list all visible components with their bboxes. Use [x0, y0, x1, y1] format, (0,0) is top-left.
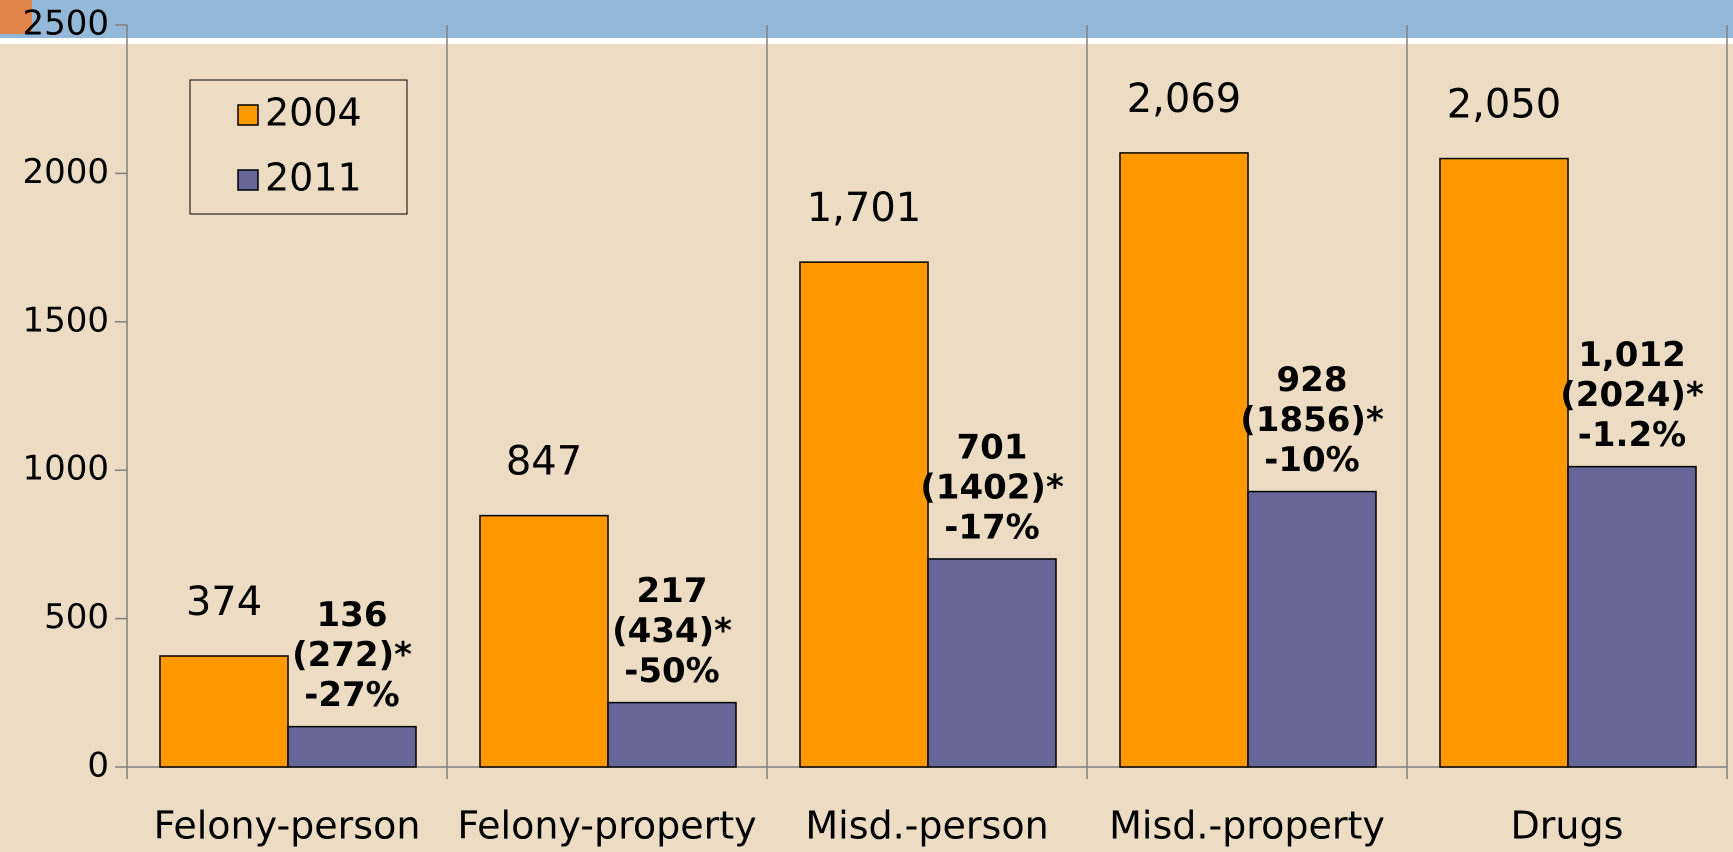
value-label: 1,701 [807, 185, 922, 231]
bar [479, 514, 609, 768]
x-tick-label: Felony-person [154, 804, 421, 848]
value-annotation: (1856)* [1240, 400, 1384, 440]
y-tick-label: 500 [44, 597, 109, 637]
corner-square [0, 0, 32, 34]
legend-swatch [237, 169, 259, 191]
value-label: 217 [637, 571, 708, 611]
y-tick-label: 1500 [22, 300, 109, 340]
value-label: 2,050 [1447, 82, 1562, 128]
value-annotation: (2024)* [1560, 375, 1704, 415]
bar [1119, 152, 1249, 768]
x-tick-label: Felony-property [457, 804, 756, 848]
value-label: 928 [1277, 360, 1348, 400]
x-tick-label: Misd.-property [1109, 804, 1385, 848]
x-tick-label: Drugs [1511, 804, 1624, 848]
value-label: 2,069 [1127, 76, 1242, 122]
value-annotation: -1.2% [1578, 415, 1686, 455]
y-tick-label: 0 [87, 746, 109, 786]
bar [1247, 490, 1377, 768]
y-tick-label: 2500 [22, 4, 109, 44]
value-annotation: (434)* [612, 611, 732, 651]
value-annotation: -50% [624, 651, 720, 691]
value-label: 136 [317, 595, 388, 635]
bar [287, 725, 417, 768]
y-tick-label: 1000 [22, 449, 109, 489]
bar [927, 558, 1057, 768]
x-tick-label: Misd.-person [805, 804, 1048, 848]
value-annotation: -27% [304, 675, 400, 715]
bar [1567, 465, 1697, 768]
value-label: 847 [506, 439, 582, 485]
value-annotation: (272)* [292, 635, 412, 675]
value-annotation: -10% [1264, 440, 1360, 480]
legend-label: 2004 [265, 91, 362, 135]
top-banner [0, 0, 1733, 38]
bar [799, 261, 929, 768]
legend-swatch [237, 104, 259, 126]
value-label: 701 [957, 427, 1028, 467]
bar [607, 701, 737, 768]
value-annotation: (1402)* [920, 467, 1064, 507]
value-label: 1,012 [1578, 335, 1686, 375]
y-tick-label: 2000 [22, 152, 109, 192]
legend-box [189, 79, 408, 215]
value-label: 374 [186, 579, 262, 625]
value-annotation: -17% [944, 507, 1040, 547]
legend-label: 2011 [265, 156, 362, 200]
bar [159, 655, 289, 768]
banner-rule [0, 38, 1733, 44]
bar [1439, 157, 1569, 768]
